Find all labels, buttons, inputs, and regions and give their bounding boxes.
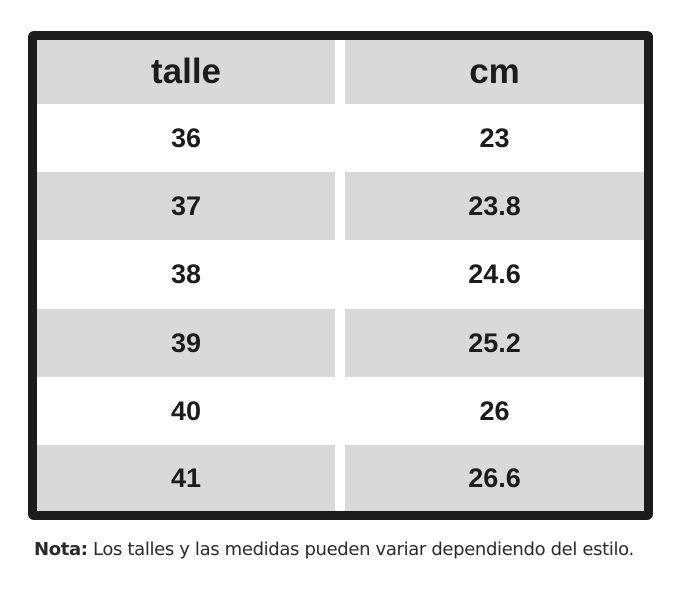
- row-6-cm: 26.6: [345, 445, 644, 511]
- header-talle: talle: [37, 40, 335, 104]
- row-1-cm: 23: [479, 122, 510, 153]
- header-cm: cm: [345, 40, 644, 104]
- note-label: Nota:: [34, 539, 88, 560]
- row-5-cm: 26: [479, 395, 510, 426]
- row-6-talle: 41: [37, 445, 335, 511]
- row-2-talle: 37: [37, 172, 335, 240]
- size-table-grid: talle cm 36 23 37 23.8 38 24.6 39 25.2 4…: [37, 40, 644, 511]
- row-1-talle: 36: [170, 122, 202, 153]
- row-4-talle: 39: [37, 309, 335, 377]
- size-table: talle cm 36 23 37 23.8 38 24.6 39 25.2 4…: [28, 31, 653, 520]
- row-4-cm: 25.2: [345, 309, 644, 377]
- size-note: Nota: Los talles y las medidas pueden va…: [34, 539, 634, 560]
- note-text: Los talles y las medidas pueden variar d…: [87, 539, 634, 560]
- row-3-talle: 38: [170, 259, 202, 289]
- row-2-cm: 23.8: [345, 172, 644, 240]
- row-5-talle: 40: [170, 395, 202, 426]
- row-3-cm: 24.6: [468, 259, 521, 289]
